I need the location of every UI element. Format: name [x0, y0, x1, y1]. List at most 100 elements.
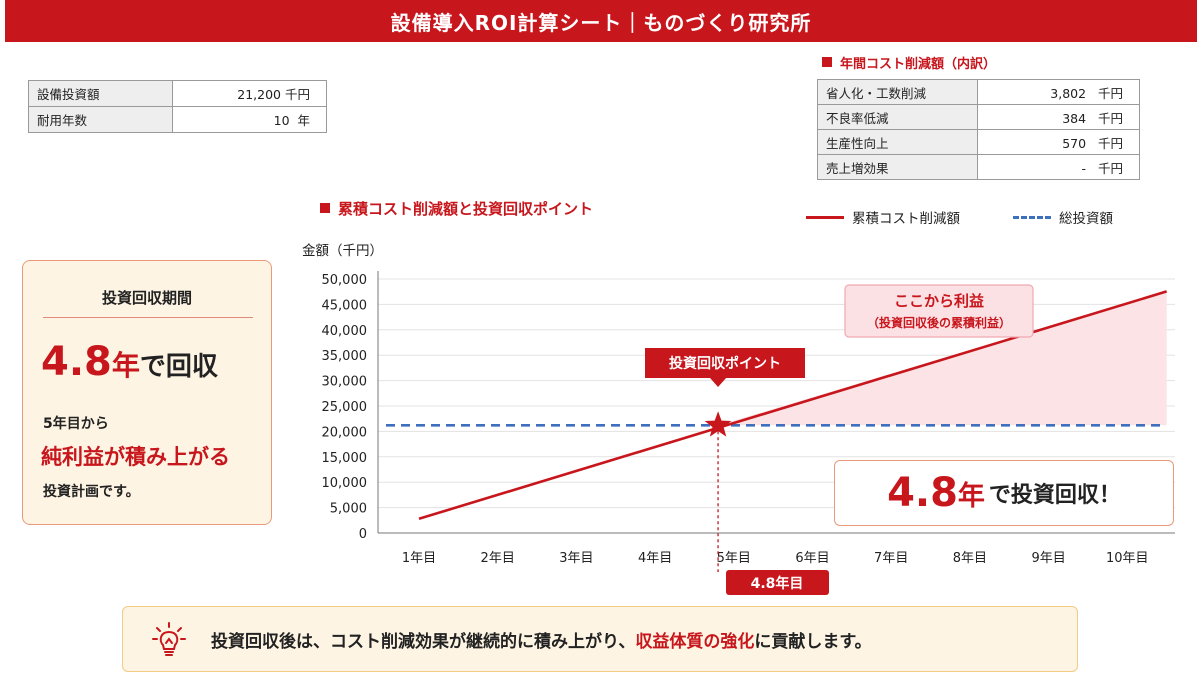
y-tick-label: 15,000	[322, 451, 368, 466]
breakdown-label: 省人化・工数削減	[817, 79, 978, 105]
breakdown-value: -	[1081, 160, 1087, 176]
table-row: 不良率低減 384 千円	[817, 104, 1140, 130]
y-axis-label: 金額（千円）	[302, 243, 383, 259]
y-tick-label: 35,000	[322, 349, 368, 364]
y-axis: 50,000 45,000 40,000 35,000 30,000 25,000 20,0…	[322, 271, 379, 542]
table-row: 省人化・工数削減 3,802 千円	[817, 79, 1140, 105]
payback-unit: 年	[111, 349, 140, 382]
investment-value: 21,200	[237, 87, 281, 102]
x-tick-label: 8年目	[953, 551, 987, 566]
x-tick-label: 4年目	[638, 551, 672, 566]
breakdown-unit: 千円	[1097, 110, 1123, 126]
x-tick-label: 2年目	[481, 551, 515, 566]
payback-card-title: 投資回収期間	[101, 289, 192, 307]
investment-unit: 千円	[284, 87, 310, 102]
table-row: 耐用年数 10 年	[28, 106, 327, 133]
footer-note: 投資回収後は、コスト削減効果が継続的に積み上がり、収益体質の強化に貢献します。	[122, 606, 1078, 672]
legend-label: 総投資額	[1059, 211, 1113, 227]
y-tick-label: 40,000	[322, 324, 368, 339]
chart-title: 累積コスト削減額と投資回収ポイント	[320, 198, 593, 219]
investment-value-cell: 21,200 千円	[172, 80, 327, 107]
y-tick-label: 30,000	[322, 375, 368, 390]
payback-line3: 投資計画です。	[43, 484, 140, 500]
x-tick-label: 7年目	[874, 551, 908, 566]
breakdown-unit: 千円	[1097, 160, 1123, 176]
footer-text-after: に貢献します。	[754, 632, 872, 652]
payback-headline: 4.8年で回収	[41, 339, 218, 385]
callout-text: で投資回収！	[988, 483, 1121, 508]
profit-sublabel: （投資回収後の累積利益）	[867, 315, 1011, 330]
breakdown-title: 年間コスト削減額（内訳）	[822, 53, 996, 72]
breakdown-label: 生産性向上	[817, 129, 978, 155]
table-row: 生産性向上 570 千円	[817, 129, 1140, 155]
legend-item-investment: 総投資額	[1013, 207, 1113, 227]
chart-title-text: 累積コスト削減額と投資回収ポイント	[338, 200, 594, 218]
table-row: 売上増効果 - 千円	[817, 154, 1140, 180]
breakdown-title-text: 年間コスト削減額（内訳）	[840, 57, 997, 72]
callout-unit: 年	[957, 480, 985, 512]
legend-swatch-solid	[806, 215, 844, 219]
profit-callout-bg	[844, 284, 1034, 338]
payback-card: 投資回収期間 4.8年で回収 5年目から 純利益が積み上がる 投資計画です。	[22, 260, 272, 525]
legend-label: 累積コスト削減額	[852, 211, 960, 227]
payback-axis-badge-bg	[726, 570, 829, 595]
page-title: 設備導入ROI計算シート｜ものづくり研究所	[5, 0, 1197, 42]
y-tick-label: 20,000	[322, 425, 368, 440]
lifespan-unit: 年	[297, 113, 310, 128]
investment-table: 設備投資額 21,200 千円 耐用年数 10 年	[28, 80, 327, 133]
footer-highlight: 収益体質の強化	[635, 632, 755, 652]
x-axis: 1年目 2年目 3年目 4年目 5年目 6年目 7年目 8年目 9年目 10年目	[378, 532, 1175, 566]
callout-value: 4.8	[887, 470, 958, 516]
breakdown-table: 省人化・工数削減 3,802 千円 不良率低減 384 千円 生産性向上 570…	[817, 79, 1140, 180]
payback-callout-bg	[645, 348, 805, 387]
lifespan-value: 10	[273, 113, 290, 128]
payback-line2: 純利益が積み上がる	[41, 445, 230, 469]
y-tick-label: 45,000	[322, 298, 368, 313]
x-tick-label: 1年目	[402, 551, 436, 566]
y-tick-label: 0	[359, 527, 367, 542]
footer-text-before: 投資回収後は、コスト削減効果が継続的に積み上がり、	[211, 632, 636, 652]
lifespan-label: 耐用年数	[28, 106, 173, 133]
payback-axis-badge: 4.8年目	[726, 570, 829, 595]
x-tick-label: 5年目	[717, 551, 751, 566]
x-tick-label: 9年目	[1031, 551, 1065, 566]
payback-suffix: で回収	[139, 352, 218, 382]
divider	[43, 317, 253, 318]
payback-line1: 5年目から	[43, 416, 109, 432]
series-line-cumulative	[418, 290, 1168, 521]
y-tick-label: 25,000	[322, 400, 368, 415]
y-tick-label: 5,000	[330, 502, 367, 517]
square-bullet-icon	[822, 57, 832, 67]
footer-text: 投資回収後は、コスト削減効果が継続的に積み上がり、収益体質の強化に貢献します。	[211, 627, 872, 652]
square-bullet-icon	[320, 203, 330, 213]
x-tick-label: 6年目	[795, 551, 829, 566]
breakdown-value: 384	[1062, 110, 1087, 126]
payback-summary-callout: 4.8 年で投資回収！	[834, 460, 1174, 526]
lifespan-value-cell: 10 年	[172, 106, 327, 133]
lightbulb-icon	[152, 622, 186, 656]
breakdown-value: 570	[1062, 135, 1087, 151]
breakdown-label: 不良率低減	[817, 104, 978, 130]
profit-callout: ここから利益 （投資回収後の累積利益）	[844, 284, 1034, 338]
payback-callout: 投資回収ポイント	[645, 348, 805, 387]
payback-axis-label: 4.8年目	[751, 575, 804, 592]
profit-label: ここから利益	[894, 292, 984, 310]
legend-swatch-dashed	[1013, 215, 1051, 219]
breakdown-value-cell: 384 千円	[977, 104, 1140, 130]
legend-item-cumulative: 累積コスト削減額	[806, 207, 960, 227]
y-tick-label: 50,000	[322, 273, 368, 288]
breakdown-unit: 千円	[1097, 135, 1123, 151]
x-tick-label: 10年目	[1106, 551, 1149, 566]
breakdown-value: 3,802	[1050, 85, 1087, 101]
breakdown-value-cell: - 千円	[977, 154, 1140, 180]
star-icon	[704, 411, 732, 437]
y-tick-label: 10,000	[322, 476, 368, 491]
breakdown-value-cell: 570 千円	[977, 129, 1140, 155]
breakdown-unit: 千円	[1097, 85, 1123, 101]
investment-label: 設備投資額	[28, 80, 173, 107]
payback-callout-label: 投資回収ポイント	[669, 355, 781, 372]
x-tick-label: 3年目	[559, 551, 593, 566]
breakdown-value-cell: 3,802 千円	[977, 79, 1140, 105]
payback-value: 4.8	[41, 339, 112, 385]
